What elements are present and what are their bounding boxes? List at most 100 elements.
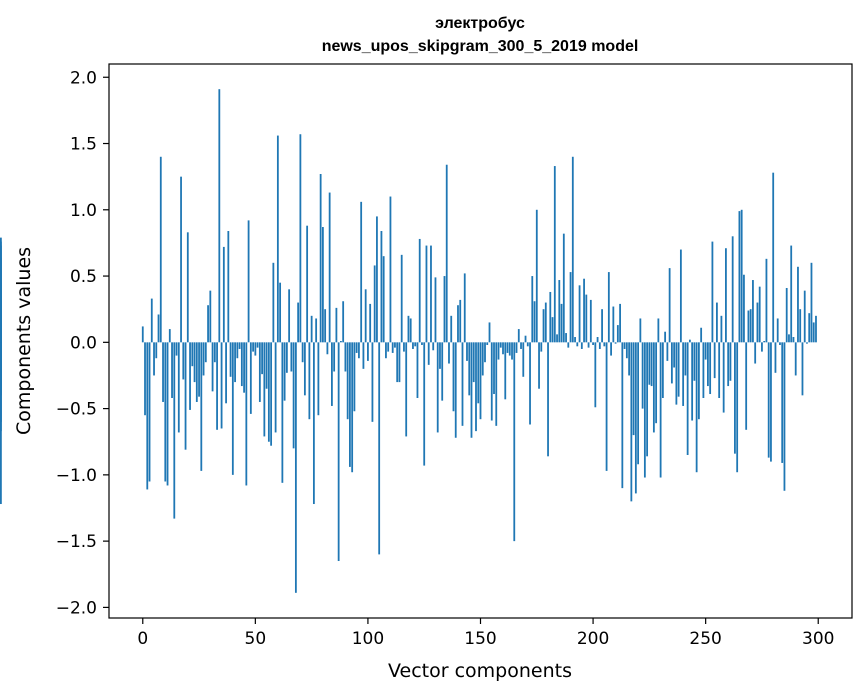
x-tick-label: 100 <box>352 629 384 649</box>
bar-187 <box>562 233 565 343</box>
bar-152 <box>484 342 486 363</box>
bar-291 <box>797 266 799 343</box>
bar-30 <box>209 290 212 343</box>
bar-148 <box>475 342 477 432</box>
bar-280 <box>772 172 775 343</box>
bar-91 <box>346 342 349 420</box>
bar-270 <box>749 309 752 343</box>
bar-179 <box>544 302 547 343</box>
bar-77 <box>315 318 318 343</box>
bar-213 <box>621 342 624 489</box>
bar-288 <box>790 245 793 343</box>
y-axis-label: Components values <box>13 247 35 435</box>
bar-162 <box>506 342 509 353</box>
bar-284 <box>781 342 784 463</box>
bar-57 <box>270 342 273 446</box>
bar-259 <box>725 248 727 343</box>
bar-193 <box>576 342 579 347</box>
y-tick-label: −1.0 <box>56 466 97 486</box>
bar-20 <box>186 232 189 343</box>
bar-50 <box>254 342 257 356</box>
bar-19 <box>184 342 187 450</box>
bar-32 <box>213 342 216 363</box>
bar-268 <box>745 342 748 430</box>
bar-214 <box>623 342 626 349</box>
bar-159 <box>499 342 502 348</box>
x-tick-label: 300 <box>802 629 834 649</box>
bar-108 <box>385 342 387 359</box>
bar-175 <box>535 209 538 343</box>
bar-215 <box>625 342 628 359</box>
bar-170 <box>524 335 527 343</box>
bar-298 <box>812 322 815 343</box>
bar-289 <box>792 337 795 343</box>
bar-79 <box>319 174 322 343</box>
bar-293 <box>801 342 804 396</box>
bar-243 <box>688 339 691 343</box>
bar-33 <box>216 342 218 430</box>
bar-72 <box>303 342 306 396</box>
bar-22 <box>191 342 194 367</box>
bar-124 <box>421 342 423 345</box>
bar-98 <box>362 342 365 369</box>
bar-115 <box>400 254 403 343</box>
bar-237 <box>675 342 678 405</box>
bar-82 <box>326 342 329 355</box>
bar-140 <box>457 305 459 343</box>
x-axis-ticks: 0 50 100 150 200 250 300 <box>137 618 834 649</box>
bar-18 <box>182 342 185 380</box>
y-tick-label: 0.0 <box>70 333 97 353</box>
x-tick-label: 50 <box>245 629 267 649</box>
bar-135 <box>445 164 448 343</box>
bar-206 <box>605 342 608 471</box>
bar-188 <box>565 333 567 343</box>
bar-252 <box>709 342 712 395</box>
bar-286 <box>785 287 788 343</box>
bar-142 <box>461 342 464 426</box>
bar-137 <box>450 315 453 343</box>
bar-250 <box>704 342 707 360</box>
bar-160 <box>502 342 504 355</box>
bar-120 <box>412 342 414 349</box>
bar-86 <box>335 307 338 343</box>
bar-190 <box>569 272 572 343</box>
bar-167 <box>517 329 520 343</box>
bar-279 <box>770 342 772 462</box>
bar-211 <box>616 325 619 343</box>
bar-198 <box>587 342 590 348</box>
bar-36 <box>222 246 225 343</box>
bar-191 <box>571 156 574 343</box>
bar-161 <box>504 342 507 400</box>
bar-196 <box>583 278 585 343</box>
bar-13 <box>171 342 173 398</box>
y-tick-label: 1.0 <box>70 201 97 221</box>
bar-202 <box>596 337 599 343</box>
bar-99 <box>364 289 367 343</box>
bar-168 <box>520 342 522 349</box>
bar-166 <box>515 342 518 353</box>
bar-276 <box>763 341 766 343</box>
bar-97 <box>360 201 363 343</box>
bar-251 <box>707 342 709 387</box>
bar-110 <box>389 196 392 343</box>
bar-265 <box>738 211 741 343</box>
bar-253 <box>711 241 714 343</box>
bar-184 <box>556 334 558 343</box>
bar-29 <box>207 305 209 343</box>
bar-189 <box>567 342 570 348</box>
bar-102 <box>371 342 374 422</box>
bar-80 <box>321 227 324 343</box>
bar-226 <box>650 342 653 387</box>
bar-1 <box>144 342 146 416</box>
bar-261 <box>729 342 732 381</box>
bar-127 <box>427 342 430 365</box>
bar-143 <box>463 273 466 343</box>
bar-52 <box>258 342 261 402</box>
bar-9 <box>162 342 164 402</box>
bar-236 <box>673 342 676 368</box>
bar-49 <box>252 342 254 352</box>
bar-31 <box>211 342 214 392</box>
bar-176 <box>538 342 540 389</box>
bar-75 <box>310 315 313 343</box>
chart-title-line-2: news_upos_skipgram_300_5_2019 model <box>322 38 639 55</box>
